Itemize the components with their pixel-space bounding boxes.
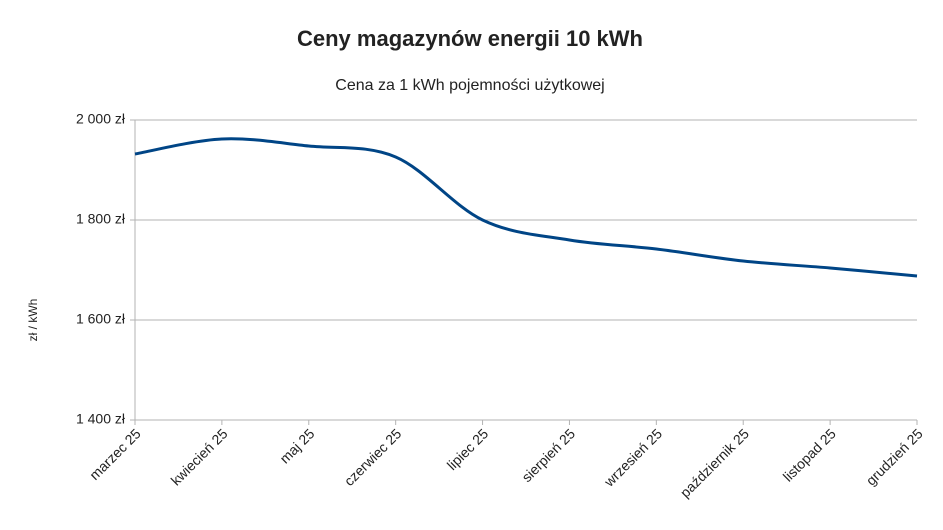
x-tick-label: marzec 25	[86, 425, 144, 483]
y-tick-label: 1 400 zł	[76, 411, 126, 427]
x-tick-label: wrzesień 25	[600, 425, 665, 490]
y-tick-label: 1 600 zł	[76, 311, 126, 327]
x-tick-label: czerwiec 25	[341, 425, 405, 489]
line-series	[134, 137, 918, 278]
y-tick-label: 2 000 zł	[76, 111, 126, 127]
x-tick-label: kwiecień 25	[168, 425, 231, 488]
x-tick-label: maj 25	[276, 425, 317, 466]
x-tick-label: listopad 25	[780, 425, 839, 484]
y-axis-title: zł / kWh	[26, 299, 40, 342]
chart-title: Ceny magazynów energii 10 kWh	[297, 26, 643, 51]
x-tick-label: lipiec 25	[444, 425, 492, 473]
chart-subtitle: Cena za 1 kWh pojemności użytkowej	[335, 77, 604, 94]
x-tick-label: grudzień 25	[863, 425, 926, 488]
x-tick-label: sierpień 25	[518, 425, 578, 485]
x-tick-label: październik 25	[677, 425, 752, 500]
y-tick-label: 1 800 zł	[76, 211, 126, 227]
